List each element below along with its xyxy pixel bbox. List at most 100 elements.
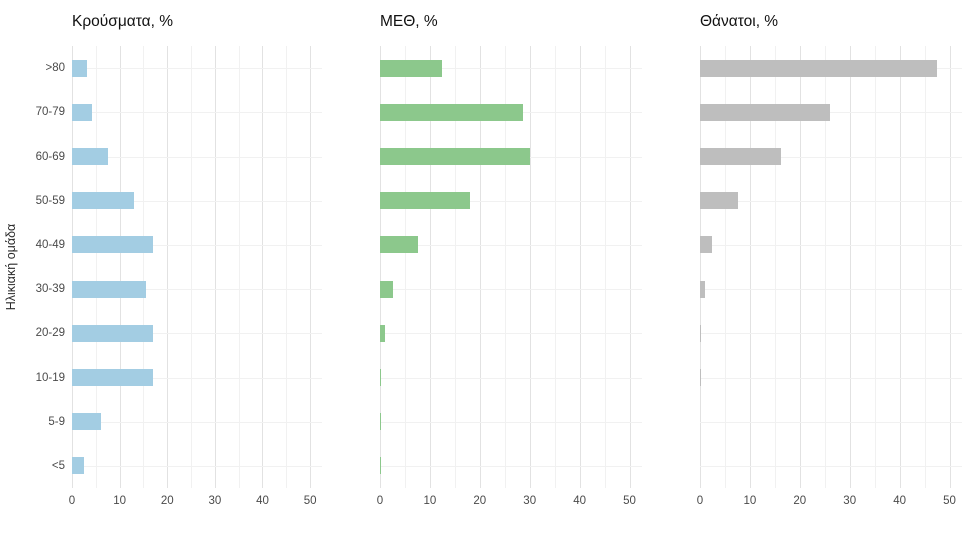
minor-gridline — [95, 46, 97, 488]
bar-row — [380, 355, 642, 399]
bar — [700, 103, 830, 121]
x-tick-label: 40 — [573, 495, 587, 507]
chart-title: ΜΕΘ, % — [380, 13, 438, 30]
bar-row — [72, 223, 322, 267]
minor-gridline — [143, 46, 145, 488]
bar-row — [380, 267, 642, 311]
bar-row — [380, 134, 642, 178]
bar — [700, 324, 702, 342]
bar — [72, 192, 134, 210]
x-axis: 0 10 20 30 40 50 — [376, 488, 642, 514]
chart-title: Θάνατοι, % — [700, 13, 779, 30]
bar — [700, 280, 705, 298]
bar — [380, 413, 381, 431]
major-gridline — [429, 46, 431, 488]
bar-row — [72, 179, 322, 223]
bar-row — [700, 90, 962, 134]
bar-row — [380, 46, 642, 90]
bar — [700, 59, 938, 77]
major-gridline — [310, 46, 312, 488]
x-tick-label: 50 — [303, 495, 317, 507]
horizontal-gridline — [72, 68, 322, 70]
minor-gridline — [238, 46, 240, 488]
horizontal-gridline — [700, 377, 962, 379]
horizontal-gridline — [72, 377, 322, 379]
bar — [72, 324, 153, 342]
x-tick-label: 50 — [943, 495, 956, 507]
horizontal-gridline — [72, 112, 322, 114]
minor-gridline — [774, 46, 776, 488]
bar — [700, 236, 713, 254]
bar — [380, 324, 385, 342]
bar-row — [380, 444, 642, 488]
bar-row — [700, 179, 962, 223]
bar-row — [72, 311, 322, 355]
bar — [380, 280, 394, 298]
bar — [72, 103, 93, 121]
y-tick-labels: >80 70-79 60-69 50-59 40-49 30-39 20-29 10-19 5-… — [26, 46, 72, 488]
chart-title: Κρούσματα, % — [72, 13, 173, 30]
chart-panel-cases: Κρούσματα, % 0 10 20 30 40 50 — [68, 12, 322, 514]
horizontal-gridline — [700, 421, 962, 423]
bar — [380, 103, 524, 121]
x-tick-label: 30 — [208, 495, 222, 507]
horizontal-gridline — [700, 289, 962, 291]
bar — [700, 148, 782, 165]
bar-row — [700, 444, 962, 488]
horizontal-gridline — [380, 377, 642, 379]
bar-row — [72, 46, 322, 90]
x-tick-label: 20 — [473, 495, 487, 507]
minor-gridline — [286, 46, 288, 488]
plot-area — [380, 46, 642, 488]
minor-gridline — [924, 46, 926, 488]
bar-row — [72, 400, 322, 444]
x-tick-label: 10 — [423, 495, 437, 507]
y-tick-label: 5-9 — [48, 415, 65, 428]
bar — [380, 457, 382, 475]
y-tick-label: 10-19 — [35, 371, 65, 384]
minor-gridline — [504, 46, 506, 488]
x-tick-label: 40 — [256, 495, 269, 507]
horizontal-gridline — [72, 244, 322, 246]
horizontal-gridline — [380, 465, 642, 467]
horizontal-gridline — [380, 200, 642, 202]
horizontal-gridline — [380, 68, 642, 70]
horizontal-gridline — [380, 244, 642, 246]
y-tick-label: 40-49 — [35, 238, 65, 251]
x-tick-label: 10 — [113, 495, 127, 507]
x-axis: 0 10 20 30 40 50 — [697, 488, 962, 514]
horizontal-gridline — [700, 244, 962, 246]
x-tick-label: 0 — [376, 495, 384, 507]
x-tick-label: 40 — [893, 495, 907, 507]
horizontal-gridline — [72, 289, 322, 291]
horizontal-gridline — [700, 112, 962, 114]
x-tick-label: 50 — [623, 495, 636, 507]
plot-area — [72, 46, 322, 488]
bar — [72, 236, 153, 254]
x-tick-label: 30 — [843, 495, 857, 507]
bar-row — [700, 46, 962, 90]
bar — [700, 369, 701, 387]
y-tick-label: <5 — [51, 459, 65, 472]
bar-row — [72, 444, 322, 488]
x-tick-label: 30 — [523, 495, 537, 507]
bar-row — [72, 90, 322, 134]
horizontal-gridline — [700, 333, 962, 335]
y-tick-label: 20-29 — [35, 327, 65, 340]
bar — [72, 369, 153, 387]
y-tick-label: >80 — [45, 62, 65, 75]
major-gridline — [167, 46, 169, 488]
x-tick-label: 0 — [68, 495, 76, 507]
bar-row — [380, 311, 642, 355]
y-tick-label: 30-39 — [35, 283, 65, 296]
chart-panel-icu: ΜΕΘ, % 0 10 20 30 40 50 — [376, 12, 642, 514]
x-tick-label: 20 — [793, 495, 807, 507]
horizontal-gridline — [700, 156, 962, 158]
bar — [380, 369, 382, 387]
horizontal-gridline — [380, 289, 642, 291]
major-gridline — [749, 46, 751, 488]
major-gridline — [380, 46, 381, 488]
horizontal-gridline — [72, 333, 322, 335]
x-tick-label: 20 — [160, 495, 174, 507]
bar-row — [72, 267, 322, 311]
